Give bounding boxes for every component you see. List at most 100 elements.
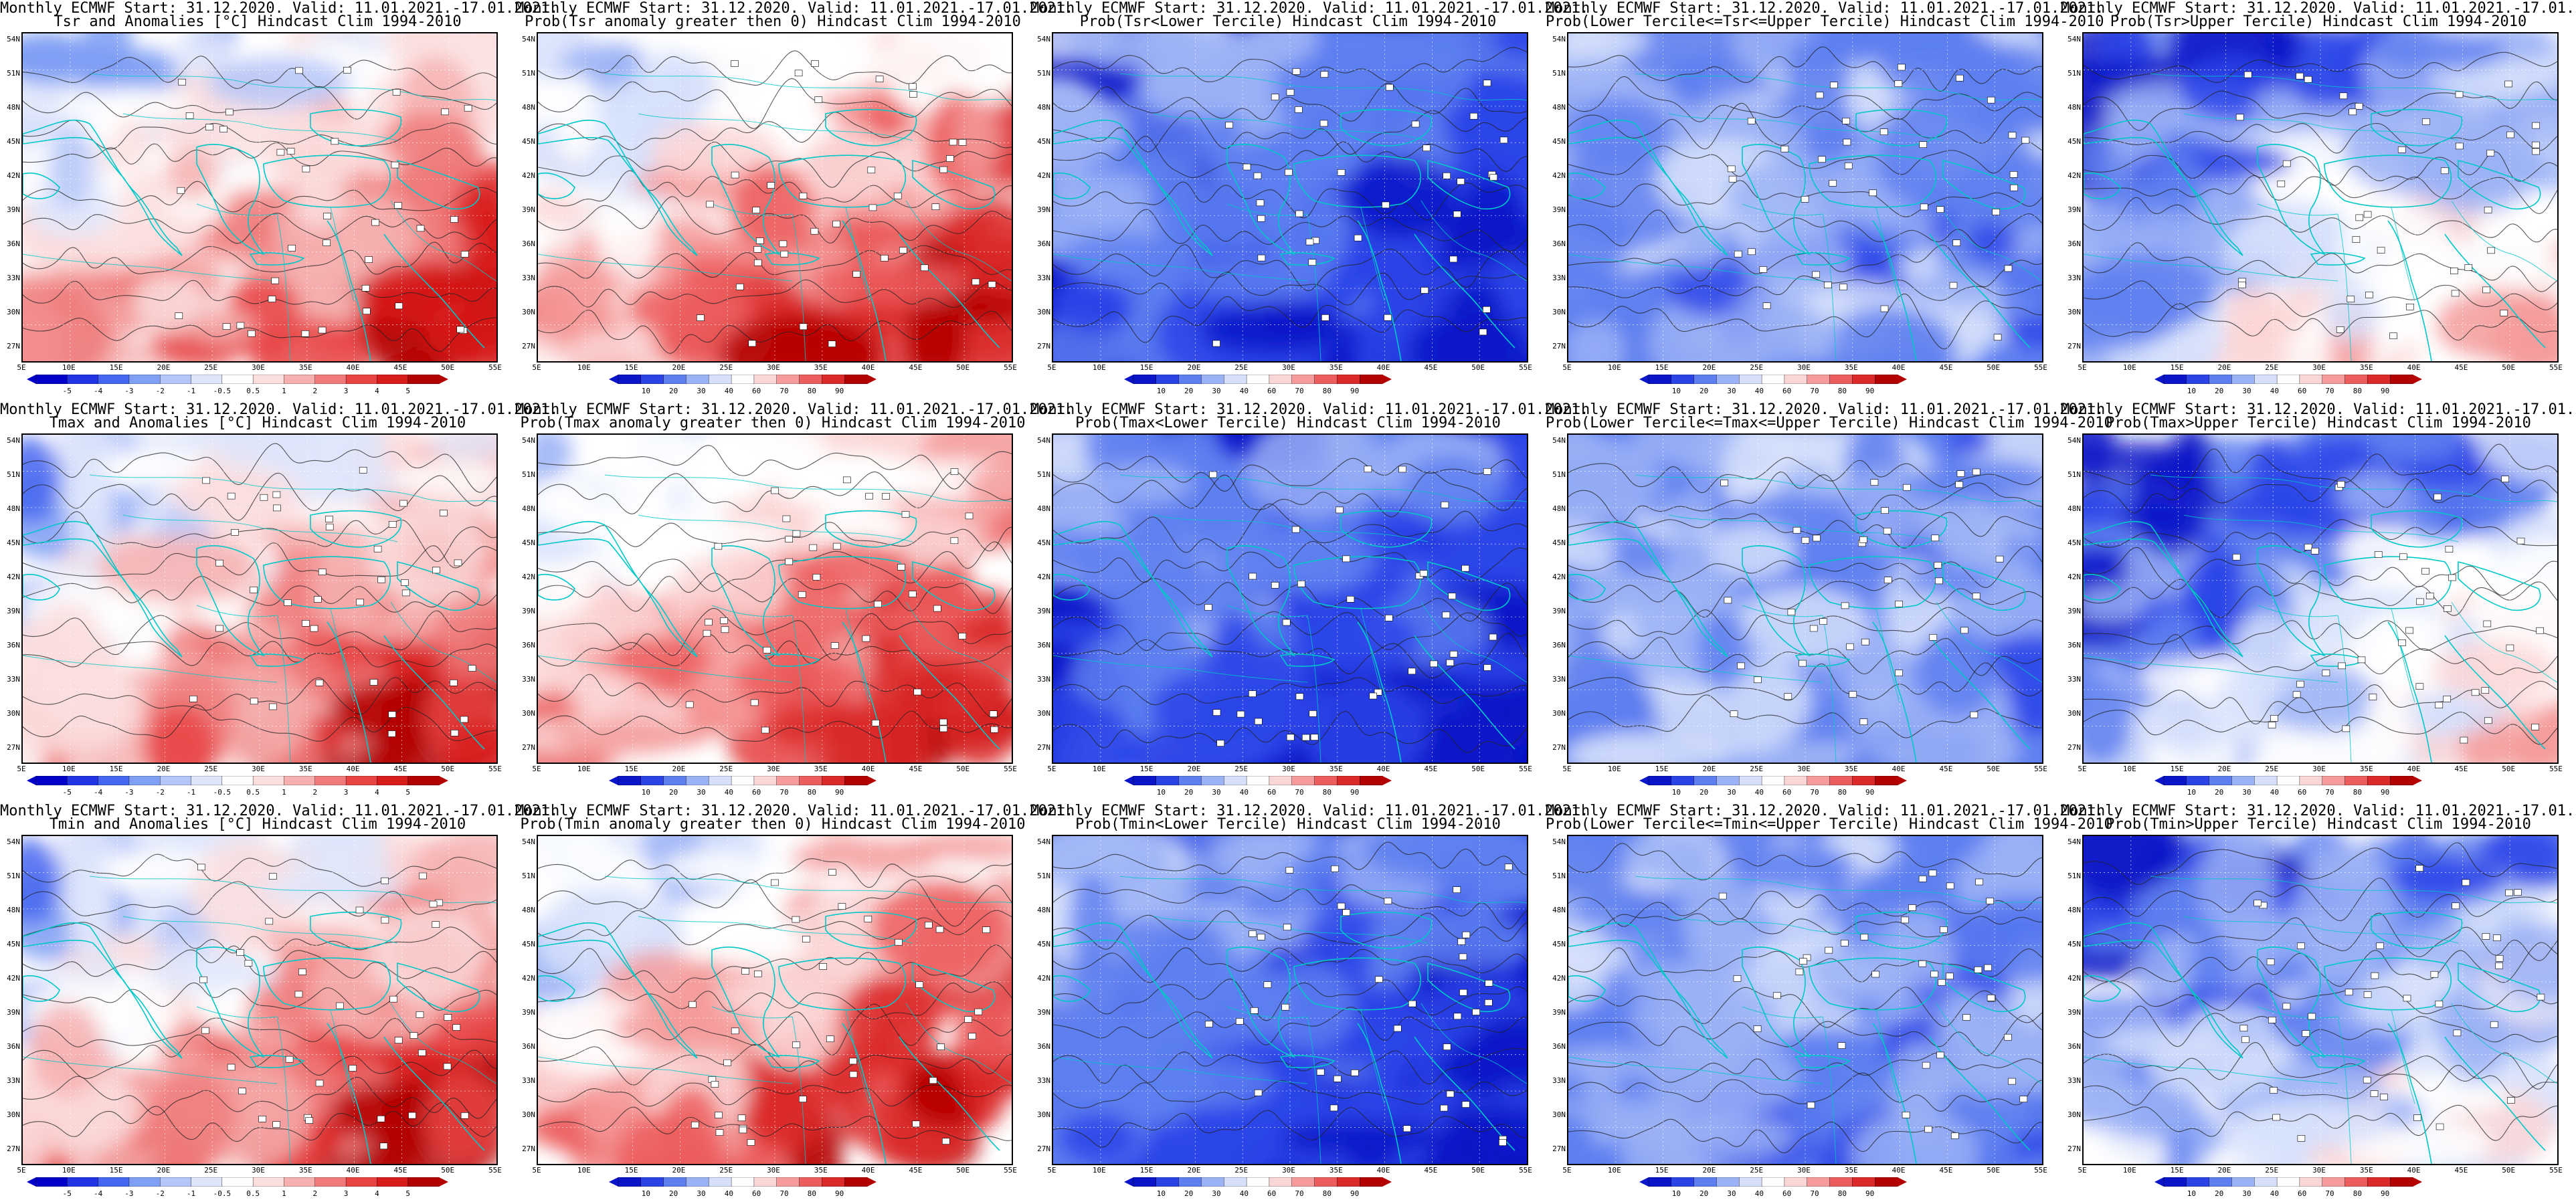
station-marker	[2492, 934, 2501, 941]
station-marker	[1256, 199, 1265, 207]
latitude-tick-label: 36N	[2067, 641, 2081, 650]
country-border	[1053, 655, 1308, 683]
longitude-tick-label: 25E	[719, 1166, 733, 1175]
colorbar-tick-label: 10	[2187, 387, 2196, 395]
shade-cell	[1991, 836, 2042, 909]
station-marker	[2244, 71, 2252, 78]
coastline	[899, 635, 1000, 750]
colorbar-swatch	[640, 375, 664, 384]
coastline	[196, 946, 266, 1058]
shade-cell	[288, 836, 385, 856]
coastline	[1872, 220, 1917, 361]
isotherm-contour	[1053, 540, 1527, 583]
station-marker	[454, 559, 462, 567]
colorbar-swatch	[1156, 1177, 1180, 1187]
coastline	[1357, 1023, 1402, 1164]
colorbar-arrow-low	[2154, 1177, 2164, 1187]
latitude-tick-label: 36N	[2067, 1042, 2081, 1051]
coastline	[1053, 922, 1213, 1059]
latitude-tick-label: 27N	[522, 743, 535, 752]
longitude-tick-label: 40E	[346, 1166, 360, 1175]
station-marker	[2270, 1087, 2278, 1094]
isotherm-contour	[1053, 471, 1527, 518]
latitude-tick-label: 39N	[522, 205, 535, 215]
station-marker	[1842, 118, 1850, 124]
station-marker	[273, 504, 281, 512]
station-marker	[1398, 466, 1406, 473]
map-field	[23, 435, 496, 763]
isotherm-contour	[1053, 82, 1527, 122]
shade-cell	[23, 281, 114, 361]
station-marker	[468, 665, 476, 672]
station-marker	[1902, 1111, 1910, 1118]
latitude-tick-label: 39N	[7, 1008, 20, 1017]
colorbar-arrow-low	[609, 776, 618, 785]
shade-cell	[1244, 526, 1376, 595]
graticule	[2084, 836, 2557, 1164]
country-border	[1420, 200, 1527, 282]
station-marker	[714, 542, 723, 550]
latitude-tick-label: 48N	[7, 103, 20, 112]
latitude-tick-label: 45N	[1037, 137, 1050, 146]
station-marker	[893, 193, 902, 199]
colorbar-tick-label: 20	[2215, 387, 2224, 395]
latitude-tick-label: 36N	[1037, 641, 1050, 650]
colorbar-tick-label: 80	[1322, 1189, 1331, 1198]
station-marker	[1440, 1104, 1449, 1112]
station-marker	[1938, 979, 1946, 986]
station-marker	[268, 873, 277, 880]
longitude-tick-label: 25E	[204, 1166, 218, 1175]
station-marker	[2451, 290, 2460, 297]
station-marker	[1846, 643, 1854, 650]
longitude-tick-label: 5E	[532, 363, 541, 372]
longitude-tick-label: 10E	[62, 765, 76, 773]
borders	[23, 474, 496, 763]
station-marker	[302, 165, 310, 173]
map-area	[1567, 32, 2043, 363]
station-marker	[2471, 689, 2480, 696]
station-marker	[1724, 597, 1732, 604]
colorbar-swatch	[2186, 1177, 2210, 1187]
country-border	[1360, 1009, 1385, 1104]
latitude-tick-label: 42N	[1037, 171, 1050, 181]
shade-cell	[1239, 884, 1305, 918]
station-marker	[1443, 173, 1451, 179]
isotherm-contour	[538, 608, 1012, 661]
longitude-tick-label: 35E	[298, 765, 312, 773]
station-marker	[1975, 878, 1983, 886]
isotherm-contour	[23, 1102, 496, 1142]
station-marker	[219, 126, 227, 132]
latitude-tick-label: 33N	[1552, 675, 1566, 684]
country-border	[792, 615, 806, 763]
colorbar-tick-label: 20	[1699, 387, 1709, 395]
station-marker	[965, 512, 974, 520]
colorbar	[2154, 375, 2422, 384]
station-marker	[1897, 64, 1906, 71]
country-border	[1153, 916, 1429, 944]
latitude-tick-label: 48N	[1037, 906, 1050, 915]
station-marker	[2464, 264, 2473, 271]
station-marker	[1762, 302, 1771, 309]
station-marker	[1987, 995, 1995, 1001]
map-area	[537, 433, 1013, 764]
colorbar	[2154, 776, 2422, 785]
station-marker	[982, 926, 990, 933]
colorbar-tick-label: -4	[93, 387, 103, 395]
coastlines	[538, 911, 1000, 1164]
station-marker	[1457, 938, 1466, 945]
latitude-tick-label: 39N	[522, 1008, 535, 1017]
longitude-tick-label: 55E	[2034, 1166, 2047, 1175]
longitude-tick-label: 45E	[909, 1166, 923, 1175]
colorbar-swatch	[1671, 1177, 1695, 1187]
station-marker	[1216, 740, 1224, 746]
borders	[1053, 876, 1527, 1164]
longitude-tick-label: 10E	[577, 1166, 591, 1175]
latitude-tick-label: 51N	[1552, 470, 1566, 480]
longitude-tick-label: 55E	[488, 363, 502, 372]
country-border	[89, 73, 496, 101]
shade-cell	[189, 840, 302, 942]
colorbar-swatch	[1807, 776, 1831, 785]
station-marker	[227, 492, 236, 500]
station-marker	[809, 544, 818, 551]
station-marker	[2440, 167, 2449, 175]
